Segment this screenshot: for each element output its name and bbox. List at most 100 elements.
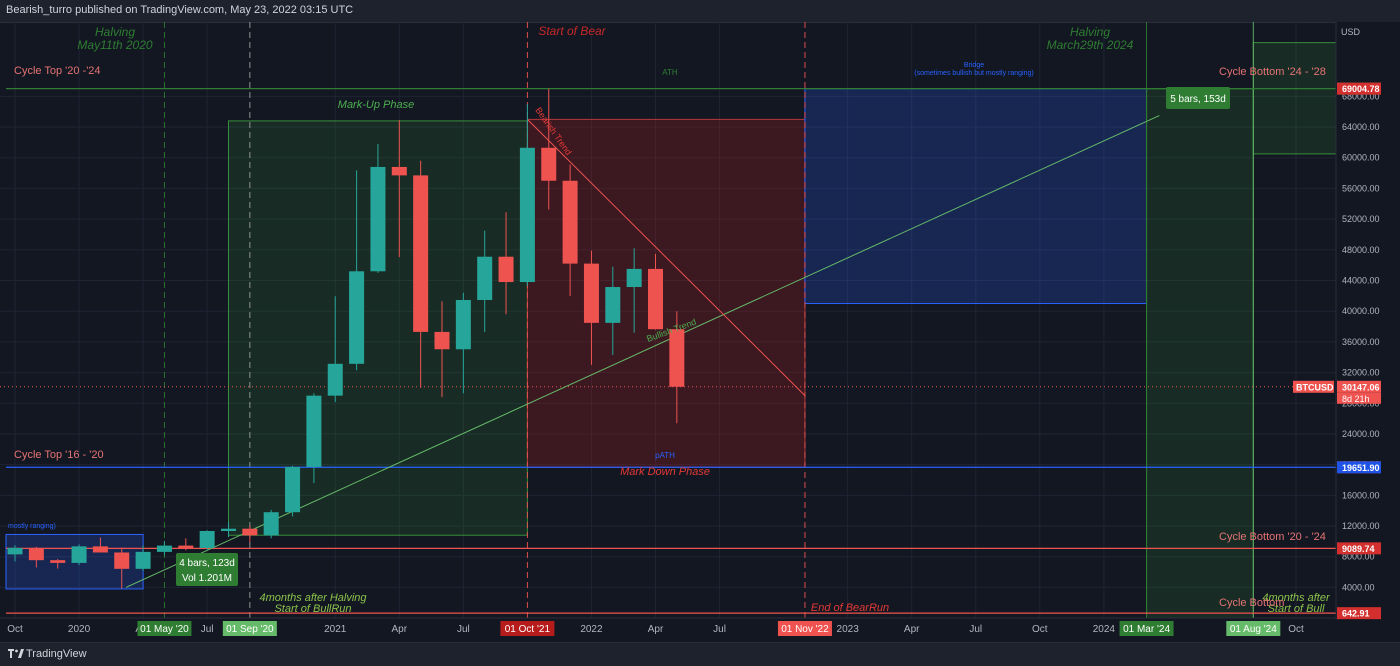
candle-body — [263, 512, 279, 536]
halving-2020-title: Halving — [95, 25, 135, 39]
candle-body — [221, 528, 236, 532]
candle-body — [541, 147, 557, 181]
candle-body — [413, 175, 429, 332]
candle — [391, 120, 407, 258]
price-tick: 48000.00 — [1342, 245, 1380, 255]
time-badge — [1226, 621, 1281, 636]
candle-body — [50, 560, 66, 563]
tradingview-logo-icon — [8, 649, 24, 658]
time-tick: 2021 — [324, 624, 347, 635]
halving-2024-date: March29th 2024 — [1047, 38, 1134, 52]
measure-box-1-bg — [176, 553, 238, 586]
candle-body — [242, 528, 258, 536]
time-tick: Apr — [904, 624, 920, 635]
measure-box-2-bars: 5 bars, 153d — [1170, 94, 1226, 105]
measure-box-1 — [176, 553, 238, 586]
halving-2020-date: May11th 2020 — [77, 38, 152, 52]
candle — [114, 547, 130, 589]
zone-mark-down-phase — [526, 118, 806, 468]
countdown-text: 8d 21h — [1342, 394, 1370, 404]
price-label-text: 642.91 — [1342, 609, 1370, 619]
price-label — [1337, 542, 1381, 555]
candle-body — [114, 552, 130, 569]
measure-box-1-bars: 4 bars, 123d — [179, 558, 235, 569]
symbol-tag-bg — [1293, 380, 1334, 393]
candle — [541, 88, 557, 210]
time-badge-bg — [222, 621, 277, 636]
time-badge-text: 01 May '20 — [140, 624, 189, 635]
zone-cycle-top-2028 — [1252, 42, 1337, 155]
candle — [71, 544, 87, 566]
candle — [156, 540, 172, 556]
candle — [135, 545, 151, 571]
candle — [242, 525, 258, 543]
time-badge — [500, 621, 555, 636]
candle — [28, 546, 44, 568]
candle — [669, 311, 685, 424]
candle-body — [648, 268, 663, 330]
price-tick: 36000.00 — [1342, 337, 1380, 347]
price-label-bg — [1337, 542, 1381, 555]
end-of-bear-run-label: End of BearRun — [811, 602, 889, 614]
cycle-bottom-2028-label: Cycle Bottom '24 - '28 — [1219, 66, 1326, 78]
price-label-bg — [1337, 461, 1381, 474]
cycle-bottom-2024-label: Cycle Bottom '20 - '24 — [1219, 531, 1326, 543]
candle — [455, 292, 471, 394]
time-tick: Apr — [648, 624, 664, 635]
halving-2024-title: Halving — [1070, 25, 1110, 39]
candle-body — [477, 256, 493, 300]
time-tick: Oct — [1288, 624, 1304, 635]
candle-body — [178, 545, 194, 548]
time-tick: Apr — [392, 624, 408, 635]
candle — [498, 212, 514, 315]
time-tick: 2023 — [837, 624, 860, 635]
candle-body — [562, 180, 578, 264]
price-tick: 60000.00 — [1342, 153, 1380, 163]
zone-post-halving-2024 — [1146, 88, 1254, 619]
trendline-bearish-trend — [527, 119, 806, 396]
candle — [519, 104, 535, 286]
currency-label: USD — [1341, 27, 1361, 37]
candle — [477, 230, 493, 332]
tradingview-brand[interactable]: TradingView — [26, 648, 87, 660]
time-badge — [777, 621, 832, 636]
price-tick: 52000.00 — [1342, 214, 1380, 224]
time-tick: Jul — [457, 624, 470, 635]
candle — [7, 545, 23, 562]
candle-body — [306, 395, 322, 467]
ath-label: ATH — [662, 68, 678, 77]
candle-body — [434, 331, 450, 350]
price-label-text: 69004.78 — [1342, 84, 1380, 94]
zone-bridge — [804, 88, 1148, 305]
time-tick: 2022 — [580, 624, 603, 635]
candle-body — [519, 147, 535, 283]
candle — [583, 250, 599, 365]
bridge-note: (sometimes bullish but mostly ranging) — [914, 70, 1033, 77]
price-tick: 4000.00 — [1342, 582, 1375, 592]
price-tick: 40000.00 — [1342, 306, 1380, 316]
bridge-title: Bridge — [964, 62, 984, 69]
candle-body — [583, 263, 599, 323]
price-label-bg — [1337, 380, 1381, 393]
candle-body — [285, 466, 301, 513]
price-label — [1337, 607, 1381, 620]
price-label-text: 30147.06 — [1342, 382, 1380, 392]
candle-body — [71, 546, 87, 563]
candle — [306, 393, 322, 484]
candle-body — [605, 287, 621, 323]
candle — [92, 537, 108, 553]
price-tick: 8000.00 — [1342, 552, 1375, 562]
candle-body — [669, 329, 685, 387]
time-tick: 2020 — [68, 624, 91, 635]
cycle-top-2020-label: Cycle Top '16 - '20 — [14, 449, 104, 461]
candle-body — [7, 547, 23, 555]
mark-down-phase-label: Mark Down Phase — [620, 466, 710, 478]
symbol-tag: BTCUSD — [1296, 382, 1334, 392]
candle — [327, 296, 343, 403]
candle-body — [199, 531, 215, 548]
time-tick: Oct — [1032, 624, 1048, 635]
bull-run-title: Start of BullRun — [274, 603, 351, 615]
price-axis-bg — [1336, 22, 1400, 620]
candle-body — [370, 166, 386, 272]
